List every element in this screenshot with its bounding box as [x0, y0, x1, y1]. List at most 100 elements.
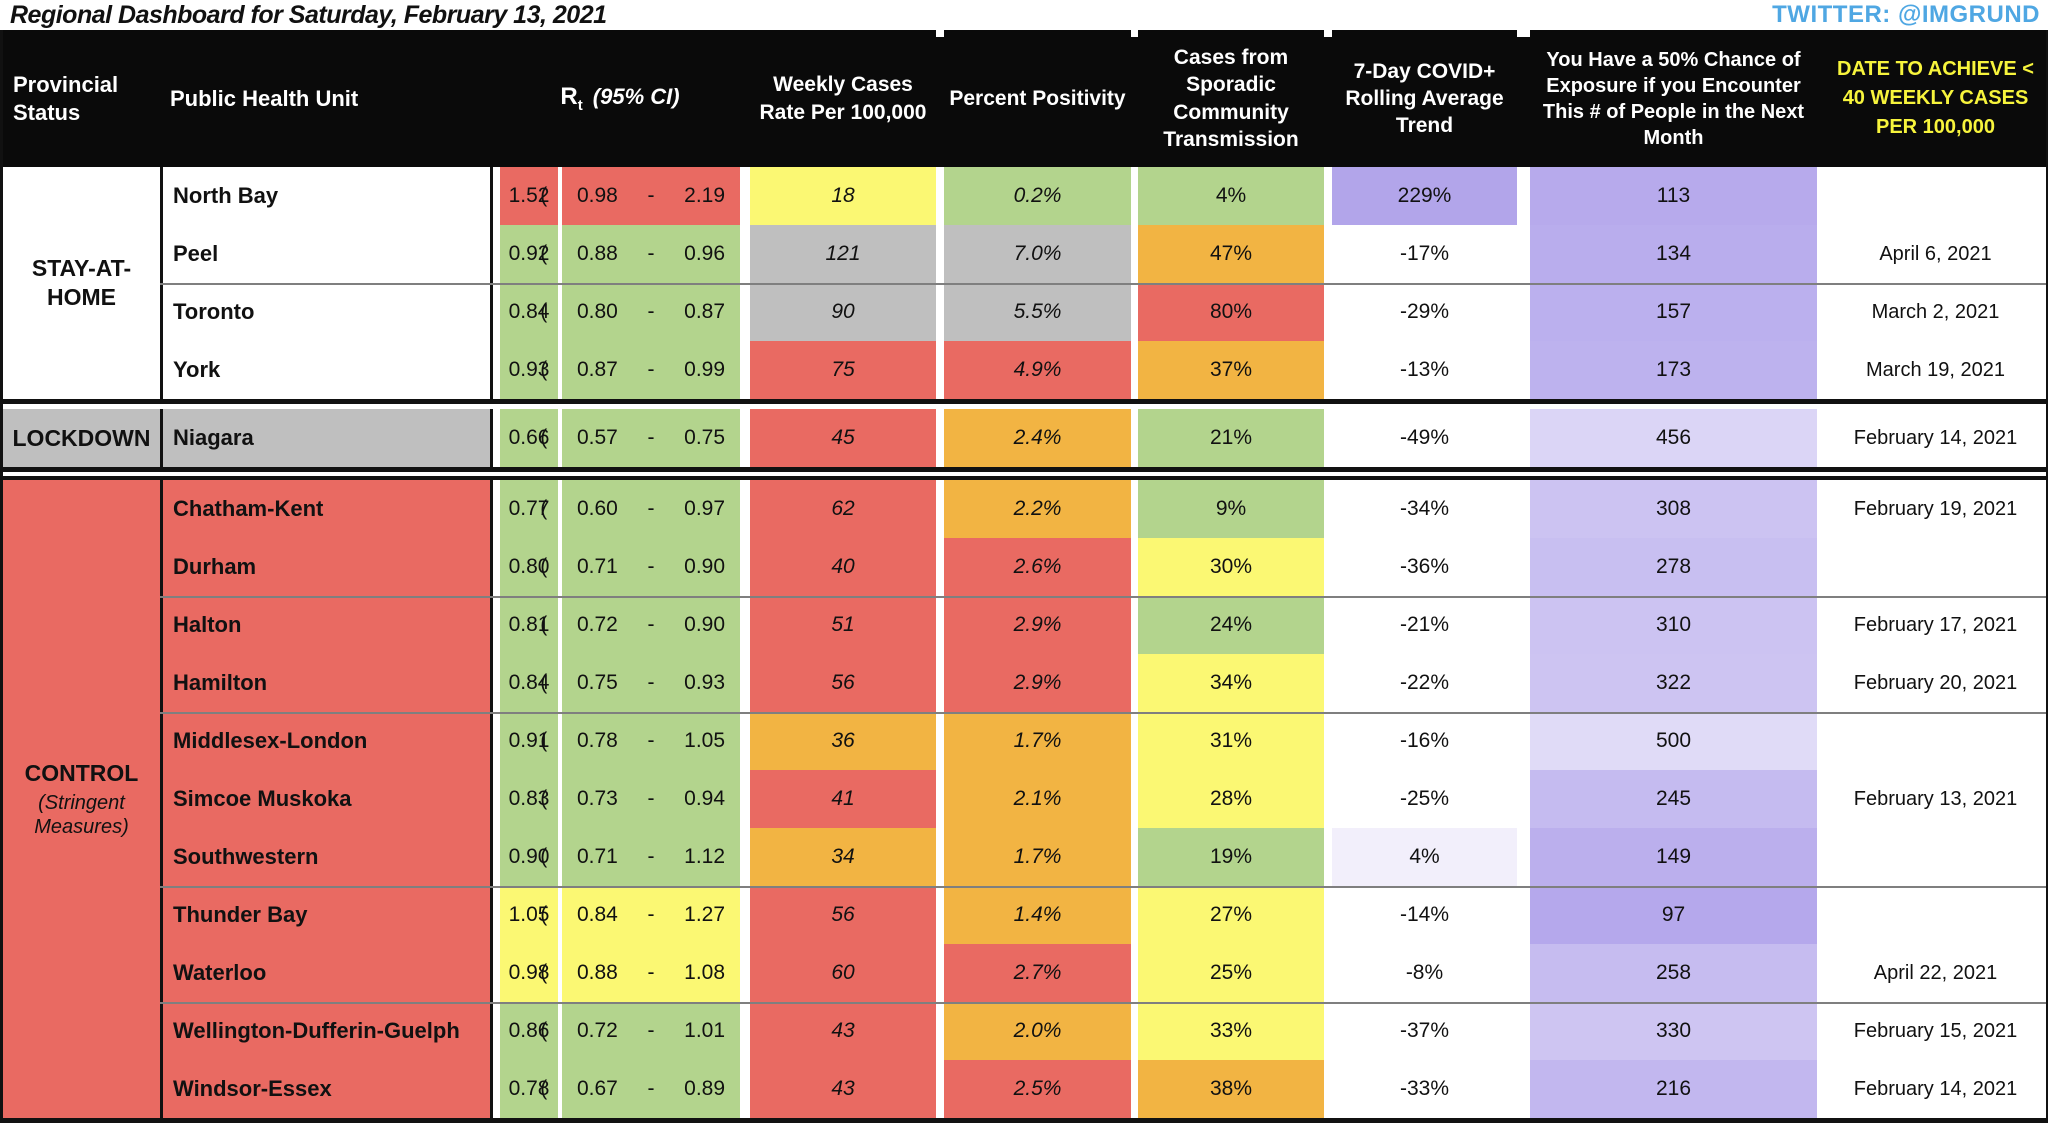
weekly-cases-cell: 90 [750, 283, 936, 341]
positivity-cell: 2.7% [944, 944, 1131, 1002]
exposure-cell: 456 [1530, 409, 1817, 467]
phu-name-cell: Simcoe Muskoka [160, 770, 493, 828]
positivity-cell: 5.5% [944, 283, 1131, 341]
phu-name-cell: Hamilton [160, 654, 493, 712]
date-to-achieve-cell: February 17, 2021 [1853, 614, 2018, 636]
sporadic-cell: 38% [1138, 1060, 1324, 1118]
phu-name-cell: Chatham-Kent [160, 480, 493, 538]
header-exposure-chance: You Have a 50% Chance of Exposure if you… [1542, 48, 1805, 149]
twitter-handle: TWITTER: @IMGRUND [1772, 1, 2040, 28]
date-to-achieve-cell: March 19, 2021 [1866, 359, 2005, 381]
phu-name-cell: Waterloo [160, 944, 493, 1002]
trend-cell: -25% [1332, 770, 1517, 828]
sporadic-cell: 4% [1138, 167, 1324, 225]
rt-ci-cell: ( 0.78 - 1.05 ) [540, 712, 762, 770]
exposure-cell: 500 [1530, 712, 1817, 770]
rt-subscript: t [577, 97, 583, 115]
sporadic-cell: 47% [1138, 225, 1324, 283]
rt-cell: 0.92 [500, 225, 558, 283]
date-to-achieve-cell [1825, 167, 2046, 225]
trend-cell: -22% [1332, 654, 1517, 712]
weekly-cases-cell: 51 [750, 596, 936, 654]
date-to-achieve-cell: April 22, 2021 [1873, 962, 1998, 984]
weekly-cases-cell: 36 [750, 712, 936, 770]
trend-cell: -37% [1332, 1002, 1517, 1060]
rt-cell: 1.05 [500, 886, 558, 944]
trend-cell: -29% [1332, 283, 1517, 341]
exposure-cell: 113 [1530, 167, 1817, 225]
sporadic-cell: 28% [1138, 770, 1324, 828]
positivity-cell: 1.7% [944, 712, 1131, 770]
status-label: STAY-AT-HOME [31, 255, 132, 310]
rt-ci-label: (95% CI) [592, 84, 680, 110]
phu-name-cell: Halton [160, 596, 493, 654]
page-title: Regional Dashboard for Saturday, Februar… [10, 0, 607, 29]
exposure-cell: 97 [1530, 886, 1817, 944]
exposure-cell: 149 [1530, 828, 1817, 886]
header-weekly-cases: Weekly Cases Rate Per 100,000 [759, 73, 927, 124]
phu-name-cell: Toronto [160, 283, 493, 341]
date-to-achieve-cell: February 15, 2021 [1853, 1020, 2018, 1042]
header-provincial-status: Provincial Status [13, 72, 119, 125]
title-bar: Regional Dashboard for Saturday, Februar… [0, 0, 2048, 30]
weekly-cases-cell: 41 [750, 770, 936, 828]
table-section: STAY-AT-HOME North Bay 1.52( 0.98 - 2.19 )… [3, 167, 2046, 399]
sporadic-cell: 9% [1138, 480, 1324, 538]
positivity-cell: 1.4% [944, 886, 1131, 944]
phu-name-cell: Durham [160, 538, 493, 596]
rt-cell: 0.84 [500, 654, 558, 712]
dashboard-table: Provincial Status Public Health Unit Rt (… [0, 30, 2048, 1123]
weekly-cases-cell: 56 [750, 654, 936, 712]
section-separator-line [3, 476, 2046, 480]
trend-cell: -49% [1332, 409, 1517, 467]
row-divider [160, 886, 2046, 888]
positivity-cell: 2.4% [944, 409, 1131, 467]
column-gap-notch [936, 30, 944, 37]
rt-ci-cell: ( 0.88 - 1.08 ) [540, 944, 762, 1002]
exposure-cell: 310 [1530, 596, 1817, 654]
rt-ci-cell: ( 0.71 - 1.12 ) [540, 828, 762, 886]
weekly-cases-cell: 34 [750, 828, 936, 886]
trend-cell: -16% [1332, 712, 1517, 770]
trend-cell: -13% [1332, 341, 1517, 399]
positivity-cell: 7.0% [944, 225, 1131, 283]
positivity-cell: 2.1% [944, 770, 1131, 828]
exposure-cell: 330 [1530, 1002, 1817, 1060]
status-label: CONTROL [24, 760, 139, 787]
section-separator-gap [3, 472, 2046, 476]
exposure-cell: 308 [1530, 480, 1817, 538]
trend-cell: -36% [1332, 538, 1517, 596]
sporadic-cell: 27% [1138, 886, 1324, 944]
date-to-achieve-cell: February 20, 2021 [1853, 672, 2018, 694]
trend-cell: 229% [1332, 167, 1517, 225]
date-to-achieve-cell: March 2, 2021 [1871, 301, 2000, 323]
rt-ci-cell: ( 0.57 - 0.75 ) [540, 409, 762, 467]
trend-cell: -8% [1332, 944, 1517, 1002]
rt-cell: 0.83 [500, 770, 558, 828]
rt-cell: 0.77 [500, 480, 558, 538]
row-divider [160, 1002, 2046, 1004]
sporadic-cell: 30% [1138, 538, 1324, 596]
section-separator-gap [3, 404, 2046, 409]
sporadic-cell: 21% [1138, 409, 1324, 467]
trend-cell: -33% [1332, 1060, 1517, 1118]
rt-cell: 0.86 [500, 1002, 558, 1060]
exposure-cell: 322 [1530, 654, 1817, 712]
rt-ci-cell: ( 0.60 - 0.97 ) [540, 480, 762, 538]
phu-name-cell: North Bay [160, 167, 493, 225]
weekly-cases-cell: 18 [750, 167, 936, 225]
date-to-achieve-cell [1825, 886, 2046, 944]
sporadic-cell: 34% [1138, 654, 1324, 712]
weekly-cases-cell: 56 [750, 886, 936, 944]
sporadic-cell: 31% [1138, 712, 1324, 770]
header-sporadic-transmission: Cases from Sporadic Community Transmissi… [1163, 45, 1299, 151]
positivity-cell: 0.2% [944, 167, 1131, 225]
header-rt-ci: Rt (95% CI) [500, 81, 740, 115]
row-divider [160, 712, 2046, 714]
row-divider [160, 596, 2046, 598]
status-label: LOCKDOWN [12, 424, 151, 451]
positivity-cell: 2.9% [944, 596, 1131, 654]
trend-cell: -14% [1332, 886, 1517, 944]
positivity-cell: 4.9% [944, 341, 1131, 399]
phu-name-cell: York [160, 341, 493, 399]
